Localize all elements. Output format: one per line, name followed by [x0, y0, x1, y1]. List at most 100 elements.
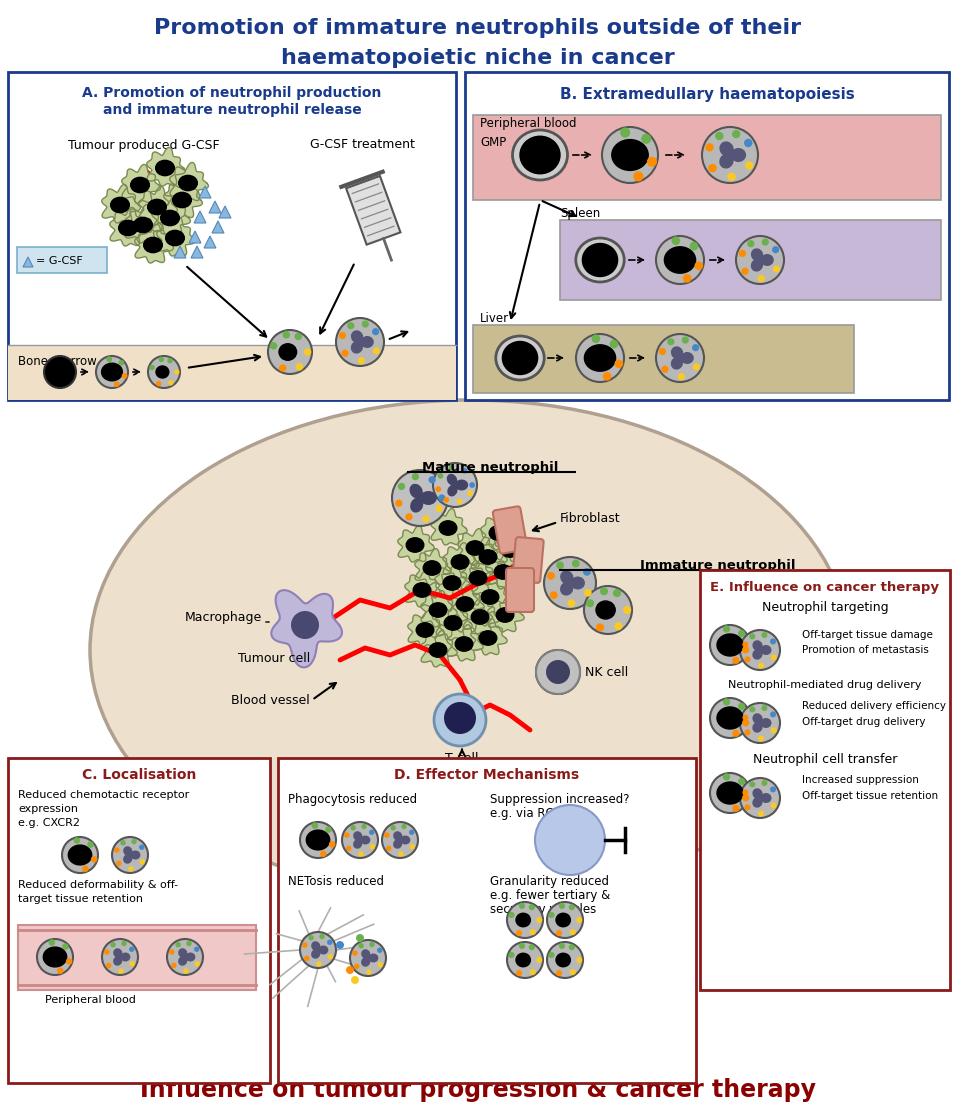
- Circle shape: [508, 912, 515, 918]
- Bar: [18, 925, 256, 989]
- Circle shape: [194, 946, 199, 952]
- Text: Promotion of metastasis: Promotion of metastasis: [802, 646, 929, 654]
- Circle shape: [591, 334, 600, 343]
- Ellipse shape: [560, 582, 573, 595]
- Ellipse shape: [717, 782, 743, 804]
- Polygon shape: [139, 187, 177, 225]
- Ellipse shape: [469, 571, 487, 585]
- Circle shape: [556, 561, 564, 569]
- Circle shape: [667, 338, 675, 345]
- Ellipse shape: [147, 199, 167, 215]
- Circle shape: [194, 961, 200, 966]
- Circle shape: [758, 736, 764, 741]
- Ellipse shape: [761, 718, 771, 728]
- Circle shape: [548, 952, 554, 958]
- Circle shape: [184, 968, 189, 974]
- FancyBboxPatch shape: [512, 538, 544, 583]
- Circle shape: [749, 633, 755, 639]
- Text: Bone marrow: Bone marrow: [18, 355, 97, 368]
- Ellipse shape: [752, 640, 763, 651]
- Circle shape: [770, 728, 777, 733]
- Text: Blood vessel: Blood vessel: [232, 693, 310, 707]
- Circle shape: [596, 623, 604, 631]
- Circle shape: [296, 363, 303, 371]
- Ellipse shape: [186, 953, 195, 962]
- Circle shape: [550, 591, 558, 599]
- Ellipse shape: [680, 352, 694, 364]
- Polygon shape: [199, 186, 211, 198]
- Circle shape: [536, 650, 580, 695]
- Ellipse shape: [123, 854, 132, 864]
- Circle shape: [661, 365, 669, 373]
- Circle shape: [742, 795, 749, 801]
- Ellipse shape: [752, 649, 763, 660]
- Circle shape: [682, 274, 692, 283]
- Text: Fibroblast: Fibroblast: [560, 512, 621, 524]
- Text: Suppression increased?: Suppression increased?: [490, 792, 630, 806]
- Circle shape: [507, 902, 543, 938]
- Circle shape: [128, 866, 134, 871]
- Ellipse shape: [671, 357, 683, 370]
- Text: Liver: Liver: [480, 312, 509, 325]
- Text: GMP: GMP: [480, 136, 506, 148]
- Ellipse shape: [130, 850, 141, 859]
- Circle shape: [620, 128, 631, 138]
- Ellipse shape: [516, 914, 530, 927]
- Circle shape: [770, 639, 776, 644]
- Text: Phagocytosis reduced: Phagocytosis reduced: [288, 792, 417, 806]
- Ellipse shape: [413, 583, 431, 598]
- Circle shape: [692, 344, 700, 352]
- Circle shape: [96, 356, 128, 388]
- Text: = G-CSF: = G-CSF: [36, 256, 82, 266]
- Text: target tissue retention: target tissue retention: [18, 894, 143, 904]
- Polygon shape: [124, 205, 164, 243]
- Text: C. Localisation: C. Localisation: [81, 768, 196, 782]
- Circle shape: [329, 841, 335, 848]
- Circle shape: [398, 483, 405, 490]
- Circle shape: [443, 496, 449, 503]
- Circle shape: [614, 622, 622, 630]
- FancyBboxPatch shape: [17, 247, 107, 273]
- Ellipse shape: [439, 521, 456, 535]
- Ellipse shape: [353, 831, 363, 841]
- Circle shape: [356, 934, 364, 942]
- Text: Peripheral blood: Peripheral blood: [45, 995, 136, 1005]
- Circle shape: [715, 131, 723, 140]
- Ellipse shape: [43, 947, 67, 967]
- Circle shape: [369, 942, 375, 947]
- Text: Off-target tissue damage: Off-target tissue damage: [802, 630, 933, 640]
- Ellipse shape: [423, 561, 441, 575]
- Circle shape: [82, 866, 89, 871]
- Ellipse shape: [481, 590, 499, 604]
- Circle shape: [536, 957, 543, 963]
- Ellipse shape: [90, 400, 850, 900]
- Circle shape: [433, 463, 477, 508]
- Circle shape: [559, 903, 565, 909]
- Circle shape: [102, 939, 138, 975]
- Circle shape: [325, 826, 332, 833]
- Ellipse shape: [123, 846, 132, 856]
- Polygon shape: [169, 162, 209, 201]
- FancyBboxPatch shape: [8, 758, 270, 1083]
- Circle shape: [386, 846, 391, 851]
- Polygon shape: [443, 543, 479, 579]
- Circle shape: [535, 805, 605, 875]
- Bar: [8, 345, 456, 400]
- Circle shape: [740, 778, 780, 818]
- Polygon shape: [434, 563, 471, 600]
- Circle shape: [743, 641, 748, 648]
- Circle shape: [738, 778, 746, 785]
- Circle shape: [770, 654, 777, 660]
- Polygon shape: [398, 525, 434, 562]
- Ellipse shape: [361, 949, 370, 959]
- Circle shape: [519, 943, 525, 949]
- Circle shape: [354, 964, 360, 969]
- Ellipse shape: [556, 914, 570, 927]
- Text: Off-target tissue retention: Off-target tissue retention: [802, 791, 938, 801]
- Ellipse shape: [479, 631, 497, 646]
- Circle shape: [614, 359, 623, 368]
- FancyBboxPatch shape: [278, 758, 696, 1083]
- Circle shape: [708, 164, 717, 173]
- Polygon shape: [110, 207, 148, 246]
- Circle shape: [347, 322, 354, 329]
